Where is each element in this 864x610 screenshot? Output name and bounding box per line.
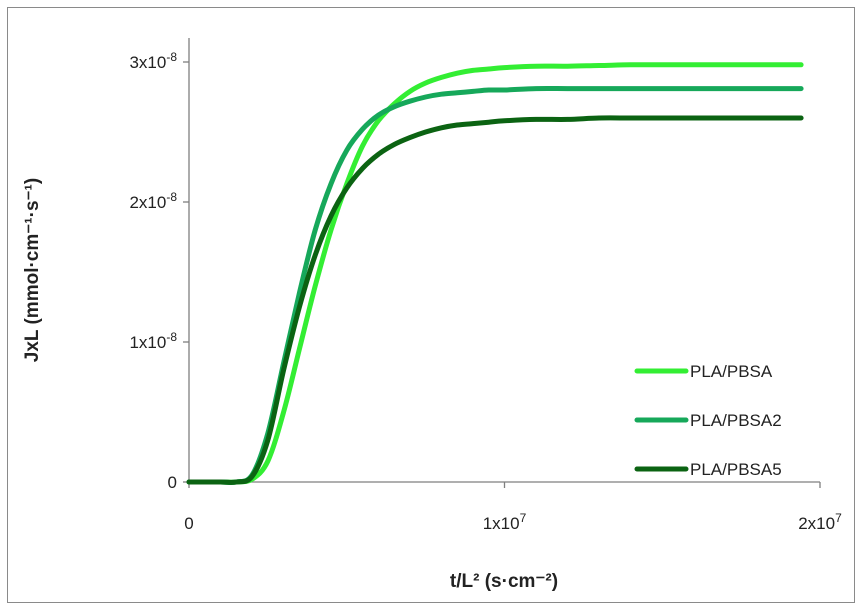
- chart-frame: [7, 7, 855, 603]
- y-tick-label: 3x10-8: [129, 50, 177, 72]
- x-tick-label: 2x107: [798, 511, 842, 533]
- y-tick-label: 0: [168, 473, 177, 492]
- x-tick-label: 0: [184, 514, 193, 533]
- y-tick-label: 2x10-8: [129, 190, 177, 212]
- series-lines: [186, 62, 804, 486]
- series-line-pla-pbsa: [186, 62, 804, 485]
- legend-label-pla-pbsa5: PLA/PBSA5: [690, 460, 782, 479]
- x-tick-label: 1x107: [483, 511, 527, 533]
- x-axis-title: t/L² (s·cm⁻²): [450, 571, 558, 592]
- y-axis-title: JxL (mmol·cm⁻¹·s⁻¹): [22, 178, 43, 362]
- legend-label-pla-pbsa: PLA/PBSA: [690, 362, 773, 381]
- series-line-pla-pbsa5: [186, 115, 804, 485]
- y-tick-label: 1x10-8: [129, 330, 177, 352]
- axes: 0 1x10-8 2x10-8 3x10-8 0 1x107 2x107: [129, 38, 842, 533]
- legend: PLA/PBSA PLA/PBSA2 PLA/PBSA5: [634, 362, 782, 479]
- legend-label-pla-pbsa2: PLA/PBSA2: [690, 411, 782, 430]
